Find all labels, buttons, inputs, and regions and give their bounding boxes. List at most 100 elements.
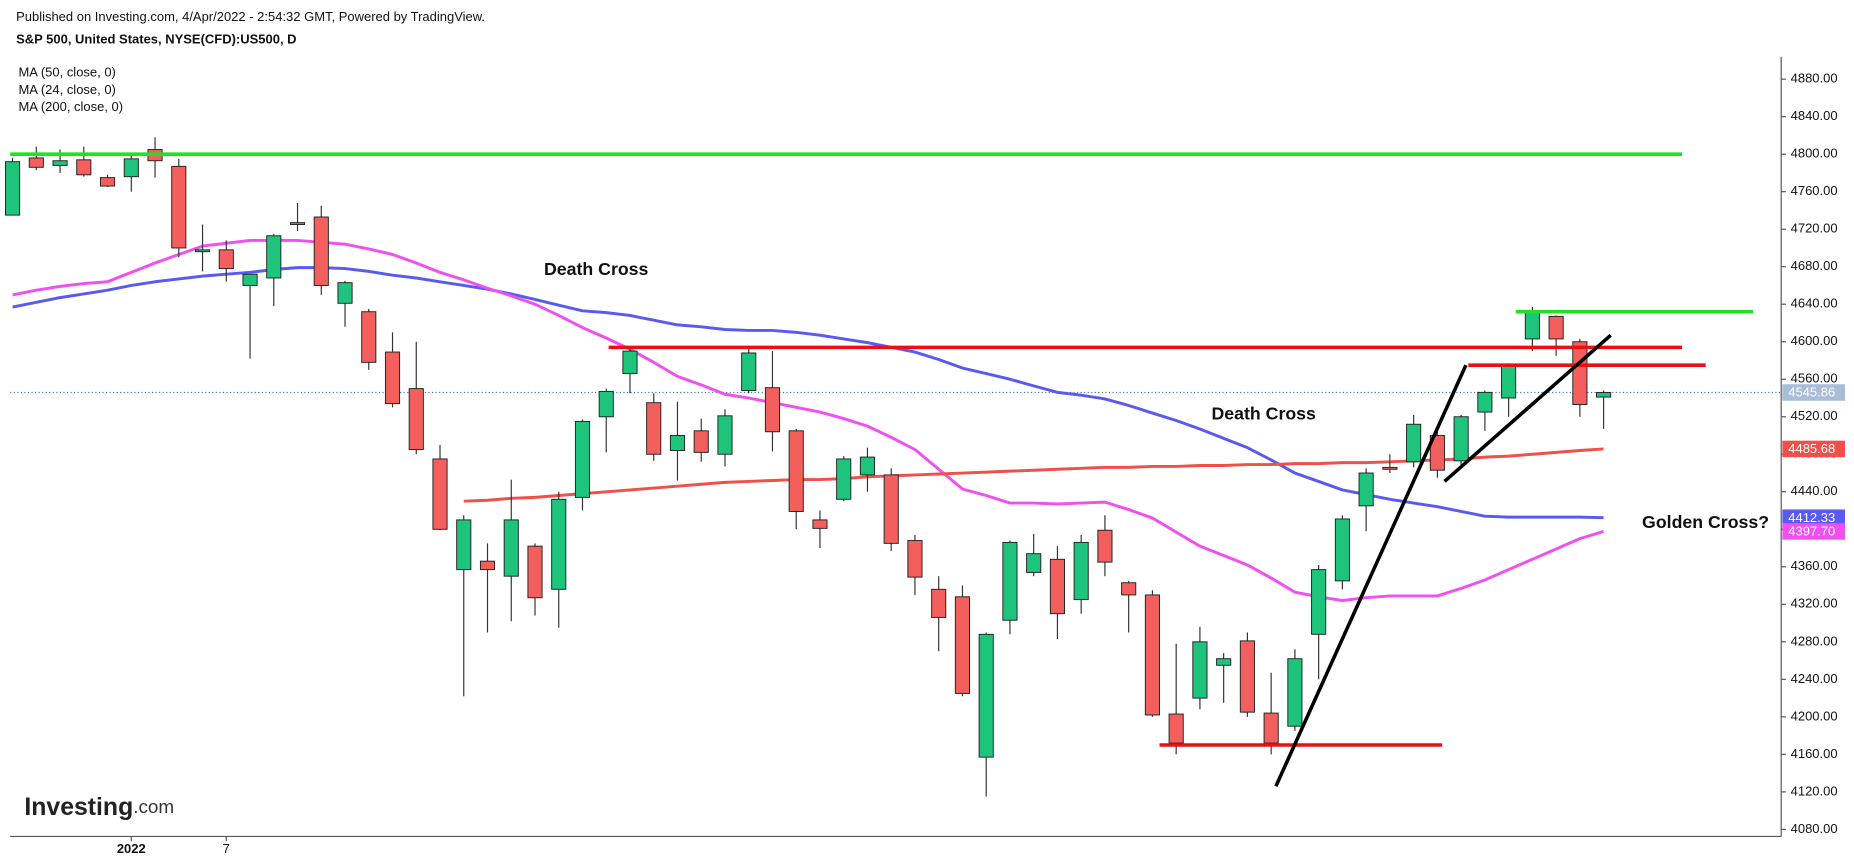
x-tick-label: 7 xyxy=(223,841,230,856)
candle-body xyxy=(931,588,947,618)
candle-body xyxy=(646,402,662,455)
candle-body xyxy=(812,519,828,529)
candle-body xyxy=(194,249,211,253)
y-tick-label: 4680.00 xyxy=(1791,258,1838,273)
candle-body xyxy=(408,388,424,451)
candle-body xyxy=(1311,569,1327,635)
symbol-title: S&P 500, United States, NYSE(CFD):US500,… xyxy=(16,32,296,47)
y-tick-label: 4440.00 xyxy=(1791,483,1838,498)
candle-body xyxy=(1144,594,1160,716)
candle-body xyxy=(1216,658,1232,666)
y-tick-label: 4880.00 xyxy=(1791,71,1838,86)
annotation: Golden Cross? xyxy=(1642,512,1769,532)
logo-suffix: .com xyxy=(133,797,174,818)
y-tick-label: 4280.00 xyxy=(1791,633,1838,648)
price-badge-label: 4485.68 xyxy=(1788,441,1835,456)
candle-body xyxy=(836,458,852,500)
candle-body xyxy=(1002,541,1018,621)
candle-body xyxy=(361,311,377,363)
price-badge-label: 4412.33 xyxy=(1788,510,1835,525)
candle-body xyxy=(669,435,686,451)
candle-body xyxy=(978,633,994,758)
candle-body xyxy=(598,390,614,418)
candle-body xyxy=(1524,311,1540,340)
candle-body xyxy=(266,235,282,279)
y-tick-label: 4840.00 xyxy=(1791,108,1838,123)
y-tick-label: 4720.00 xyxy=(1791,221,1838,236)
price-badge xyxy=(1782,440,1845,458)
y-tick-label: 4160.00 xyxy=(1791,746,1838,761)
y-tick-label: 4760.00 xyxy=(1791,183,1838,198)
candle-body xyxy=(1501,363,1517,399)
candle-body xyxy=(764,387,781,433)
annotation: Death Cross xyxy=(1212,403,1317,423)
candle-body xyxy=(1453,416,1469,462)
candle-body xyxy=(337,282,353,304)
candle-body xyxy=(4,161,21,216)
candle-body xyxy=(1572,341,1588,406)
candle-body xyxy=(76,159,92,176)
candle-body xyxy=(693,430,709,453)
trendline xyxy=(1274,364,1468,787)
y-tick-label: 4120.00 xyxy=(1791,783,1838,798)
candle-body xyxy=(1073,541,1089,601)
candle-body xyxy=(289,222,306,225)
candle-body xyxy=(527,545,543,599)
candle-body xyxy=(1406,423,1422,463)
price-badge xyxy=(1782,509,1845,526)
y-tick-label: 4640.00 xyxy=(1791,296,1838,311)
candle-body xyxy=(99,177,116,187)
candle-body xyxy=(859,456,876,476)
candle-body xyxy=(313,216,329,286)
candle-body xyxy=(1239,640,1255,713)
candle-body xyxy=(1168,713,1184,744)
candle-body xyxy=(883,474,899,544)
candle-body xyxy=(1477,391,1493,413)
candle-body xyxy=(384,351,401,405)
y-tick-label: 4560.00 xyxy=(1791,371,1838,386)
logo-brand: Investing.com xyxy=(24,794,174,821)
candle-body xyxy=(52,160,68,166)
candle-body xyxy=(1263,712,1279,744)
candle-body xyxy=(1192,641,1208,699)
candle-body xyxy=(171,165,187,249)
candle-body xyxy=(1334,518,1350,582)
legend-entry: MA (24, close, 0) xyxy=(18,82,115,97)
candle-body xyxy=(574,420,591,498)
y-tick-label: 4200.00 xyxy=(1791,708,1838,723)
candle-body xyxy=(503,519,519,577)
candle-body xyxy=(242,273,258,286)
candle-body xyxy=(218,249,234,270)
candle-body xyxy=(551,498,567,590)
annotation: Death Cross xyxy=(544,259,649,279)
candle-body xyxy=(717,415,733,455)
y-tick-label: 4800.00 xyxy=(1791,146,1838,161)
legend-entry: MA (50, close, 0) xyxy=(18,65,115,80)
price-badge xyxy=(1782,384,1845,401)
logo-brand-text: Investing xyxy=(24,794,133,821)
candle-body xyxy=(1026,553,1042,573)
y-tick-label: 4080.00 xyxy=(1791,821,1838,836)
candle-body xyxy=(1287,658,1303,727)
trendline xyxy=(1443,333,1612,483)
candle-body xyxy=(907,540,923,578)
candle-body xyxy=(1382,466,1398,470)
published-note: Published on Investing.com, 4/Apr/2022 -… xyxy=(16,9,485,24)
candle-body xyxy=(1596,392,1612,398)
candle-body xyxy=(1049,558,1065,615)
legend-entry: MA (200, close, 0) xyxy=(18,99,123,114)
candle-body xyxy=(1429,435,1445,471)
candle-body xyxy=(1097,529,1113,563)
candle-body xyxy=(123,158,139,178)
candle-body xyxy=(741,352,757,391)
candle-body xyxy=(1358,472,1374,507)
y-tick-label: 4360.00 xyxy=(1791,558,1838,573)
price-badge-label: 4397.70 xyxy=(1788,523,1835,538)
candle-body xyxy=(432,458,448,530)
price-badge-label: 4545.86 xyxy=(1788,385,1835,400)
candle-body xyxy=(954,596,971,694)
candle-body xyxy=(479,560,496,571)
candle-body xyxy=(1121,582,1137,596)
